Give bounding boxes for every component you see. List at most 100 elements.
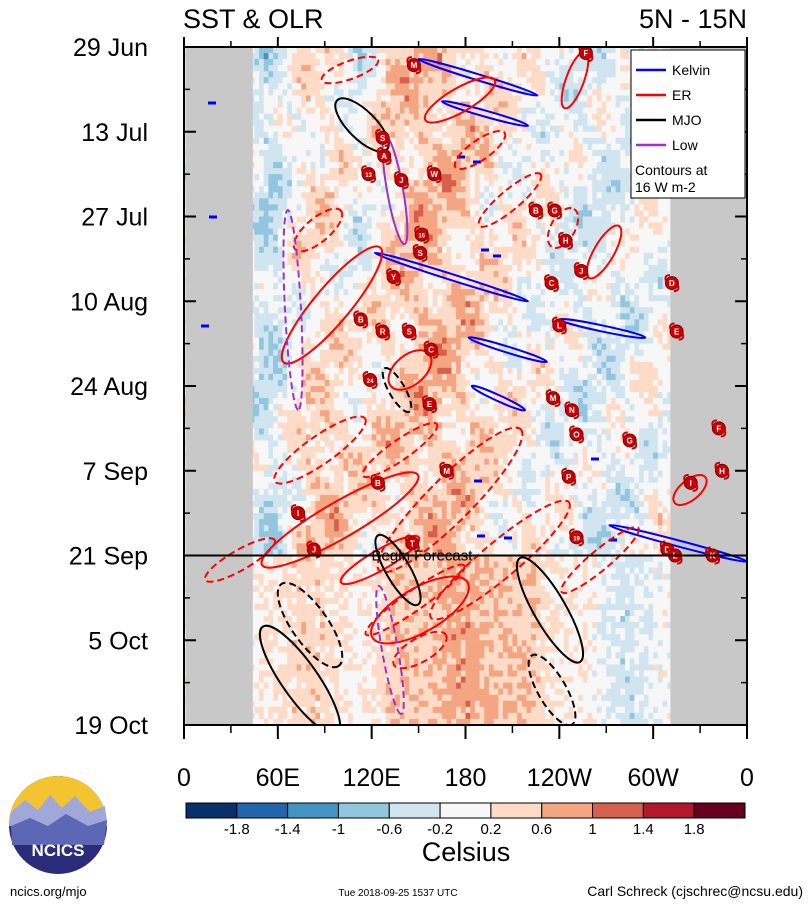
sst-cell bbox=[268, 113, 274, 121]
sst-cell bbox=[259, 646, 265, 653]
sst-cell bbox=[259, 700, 265, 708]
sst-cell bbox=[352, 343, 359, 351]
sst-cell bbox=[291, 373, 298, 381]
sst-cell bbox=[385, 519, 392, 526]
sst-cell bbox=[296, 119, 302, 127]
sst-cell bbox=[371, 501, 377, 508]
sst-cell bbox=[320, 525, 326, 532]
sst-cell bbox=[376, 240, 382, 248]
sst-cell bbox=[324, 107, 331, 115]
sst-cell bbox=[329, 446, 335, 454]
sst-cell bbox=[273, 337, 279, 345]
sst-cell bbox=[259, 410, 265, 417]
sst-cell bbox=[371, 125, 377, 133]
sst-cell bbox=[277, 470, 284, 478]
sst-cell bbox=[385, 210, 392, 218]
sst-cell bbox=[352, 89, 359, 97]
sst-cell bbox=[338, 519, 345, 526]
sst-cell bbox=[254, 652, 260, 660]
sst-cell bbox=[277, 603, 284, 611]
sst-cell bbox=[371, 137, 377, 145]
sst-cell bbox=[296, 470, 302, 478]
sst-cell bbox=[259, 428, 265, 436]
sst-cell bbox=[343, 531, 349, 538]
sst-cell bbox=[329, 47, 335, 54]
sst-cell bbox=[362, 537, 368, 544]
sst-cell bbox=[263, 65, 270, 72]
sst-cell bbox=[343, 307, 349, 314]
sst-cell bbox=[366, 186, 373, 193]
sst-cell bbox=[371, 289, 377, 296]
sst-cell bbox=[315, 386, 321, 393]
sst-cell bbox=[301, 53, 307, 60]
sst-cell bbox=[287, 119, 293, 127]
sst-cell bbox=[343, 222, 349, 230]
sst-cell bbox=[310, 688, 316, 696]
sst-cell bbox=[320, 561, 326, 569]
sst-cell bbox=[376, 65, 382, 72]
sst-cell bbox=[338, 392, 345, 399]
sst-cell bbox=[357, 416, 363, 423]
sst-cell bbox=[268, 688, 274, 696]
sst-cell bbox=[291, 125, 298, 133]
sst-cell bbox=[320, 343, 326, 351]
sst-cell bbox=[366, 646, 373, 653]
sst-cell bbox=[371, 579, 377, 587]
sst-cell bbox=[343, 434, 349, 442]
sst-cell bbox=[315, 71, 321, 78]
sst-cell bbox=[352, 519, 359, 526]
sst-cell bbox=[287, 658, 293, 666]
sst-cell bbox=[273, 464, 279, 472]
sst-cell bbox=[254, 252, 260, 260]
sst-cell bbox=[329, 507, 335, 514]
sst-cell bbox=[366, 107, 373, 115]
sst-cell bbox=[381, 222, 387, 230]
sst-cell bbox=[376, 198, 382, 205]
sst-cell bbox=[352, 337, 359, 345]
sst-cell bbox=[329, 513, 335, 520]
sst-cell bbox=[259, 228, 265, 236]
sst-cell bbox=[273, 434, 279, 442]
sst-cell bbox=[273, 458, 279, 466]
sst-cell bbox=[268, 700, 274, 708]
sst-cell bbox=[268, 155, 274, 163]
sst-cell bbox=[338, 162, 345, 169]
sst-cell bbox=[268, 53, 274, 60]
sst-cell bbox=[320, 186, 326, 193]
sst-cell bbox=[348, 676, 354, 684]
sst-cell bbox=[263, 155, 270, 163]
sst-cell bbox=[343, 622, 349, 629]
sst-cell bbox=[381, 585, 387, 593]
sst-cell bbox=[254, 270, 260, 278]
sst-cell bbox=[320, 162, 326, 169]
sst-cell bbox=[324, 622, 331, 629]
sst-cell bbox=[385, 561, 392, 569]
sst-cell bbox=[254, 482, 260, 490]
sst-cell bbox=[282, 470, 288, 478]
sst-cell bbox=[334, 337, 340, 345]
sst-cell bbox=[385, 125, 392, 133]
sst-cell bbox=[343, 59, 349, 66]
sst-cell bbox=[366, 113, 373, 121]
sst-cell bbox=[390, 240, 396, 248]
sst-cell bbox=[338, 525, 345, 532]
sst-cell bbox=[282, 634, 288, 641]
sst-cell bbox=[371, 567, 377, 575]
sst-cell bbox=[320, 585, 326, 593]
sst-cell bbox=[287, 71, 293, 78]
sst-cell bbox=[334, 434, 340, 442]
sst-cell bbox=[385, 531, 392, 538]
sst-cell bbox=[268, 573, 274, 581]
sst-cell bbox=[315, 718, 321, 725]
sst-cell bbox=[282, 537, 288, 544]
sst-cell bbox=[315, 628, 321, 635]
sst-cell bbox=[334, 162, 340, 169]
sst-cell bbox=[348, 71, 354, 78]
sst-cell bbox=[343, 137, 349, 145]
sst-cell bbox=[381, 416, 387, 423]
sst-cell bbox=[357, 470, 363, 478]
sst-cell bbox=[343, 258, 349, 266]
sst-cell bbox=[287, 628, 293, 635]
sst-cell bbox=[334, 180, 340, 187]
sst-cell bbox=[338, 452, 345, 460]
